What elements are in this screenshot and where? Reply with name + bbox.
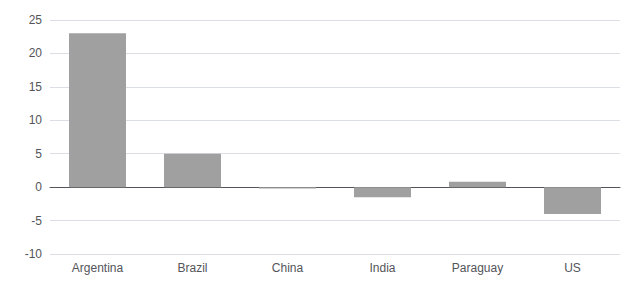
svg-text:-10: -10: [25, 247, 43, 261]
svg-text:Paraguay: Paraguay: [452, 261, 503, 275]
svg-text:India: India: [369, 261, 395, 275]
svg-text:25: 25: [29, 13, 43, 27]
svg-text:15: 15: [29, 80, 43, 94]
svg-text:-5: -5: [31, 214, 42, 228]
svg-text:Argentina: Argentina: [72, 261, 124, 275]
svg-text:China: China: [272, 261, 304, 275]
svg-text:20: 20: [29, 46, 43, 60]
svg-text:US: US: [564, 261, 581, 275]
svg-text:0: 0: [35, 180, 42, 194]
svg-text:5: 5: [35, 147, 42, 161]
svg-text:Brazil: Brazil: [177, 261, 207, 275]
svg-text:10: 10: [29, 113, 43, 127]
